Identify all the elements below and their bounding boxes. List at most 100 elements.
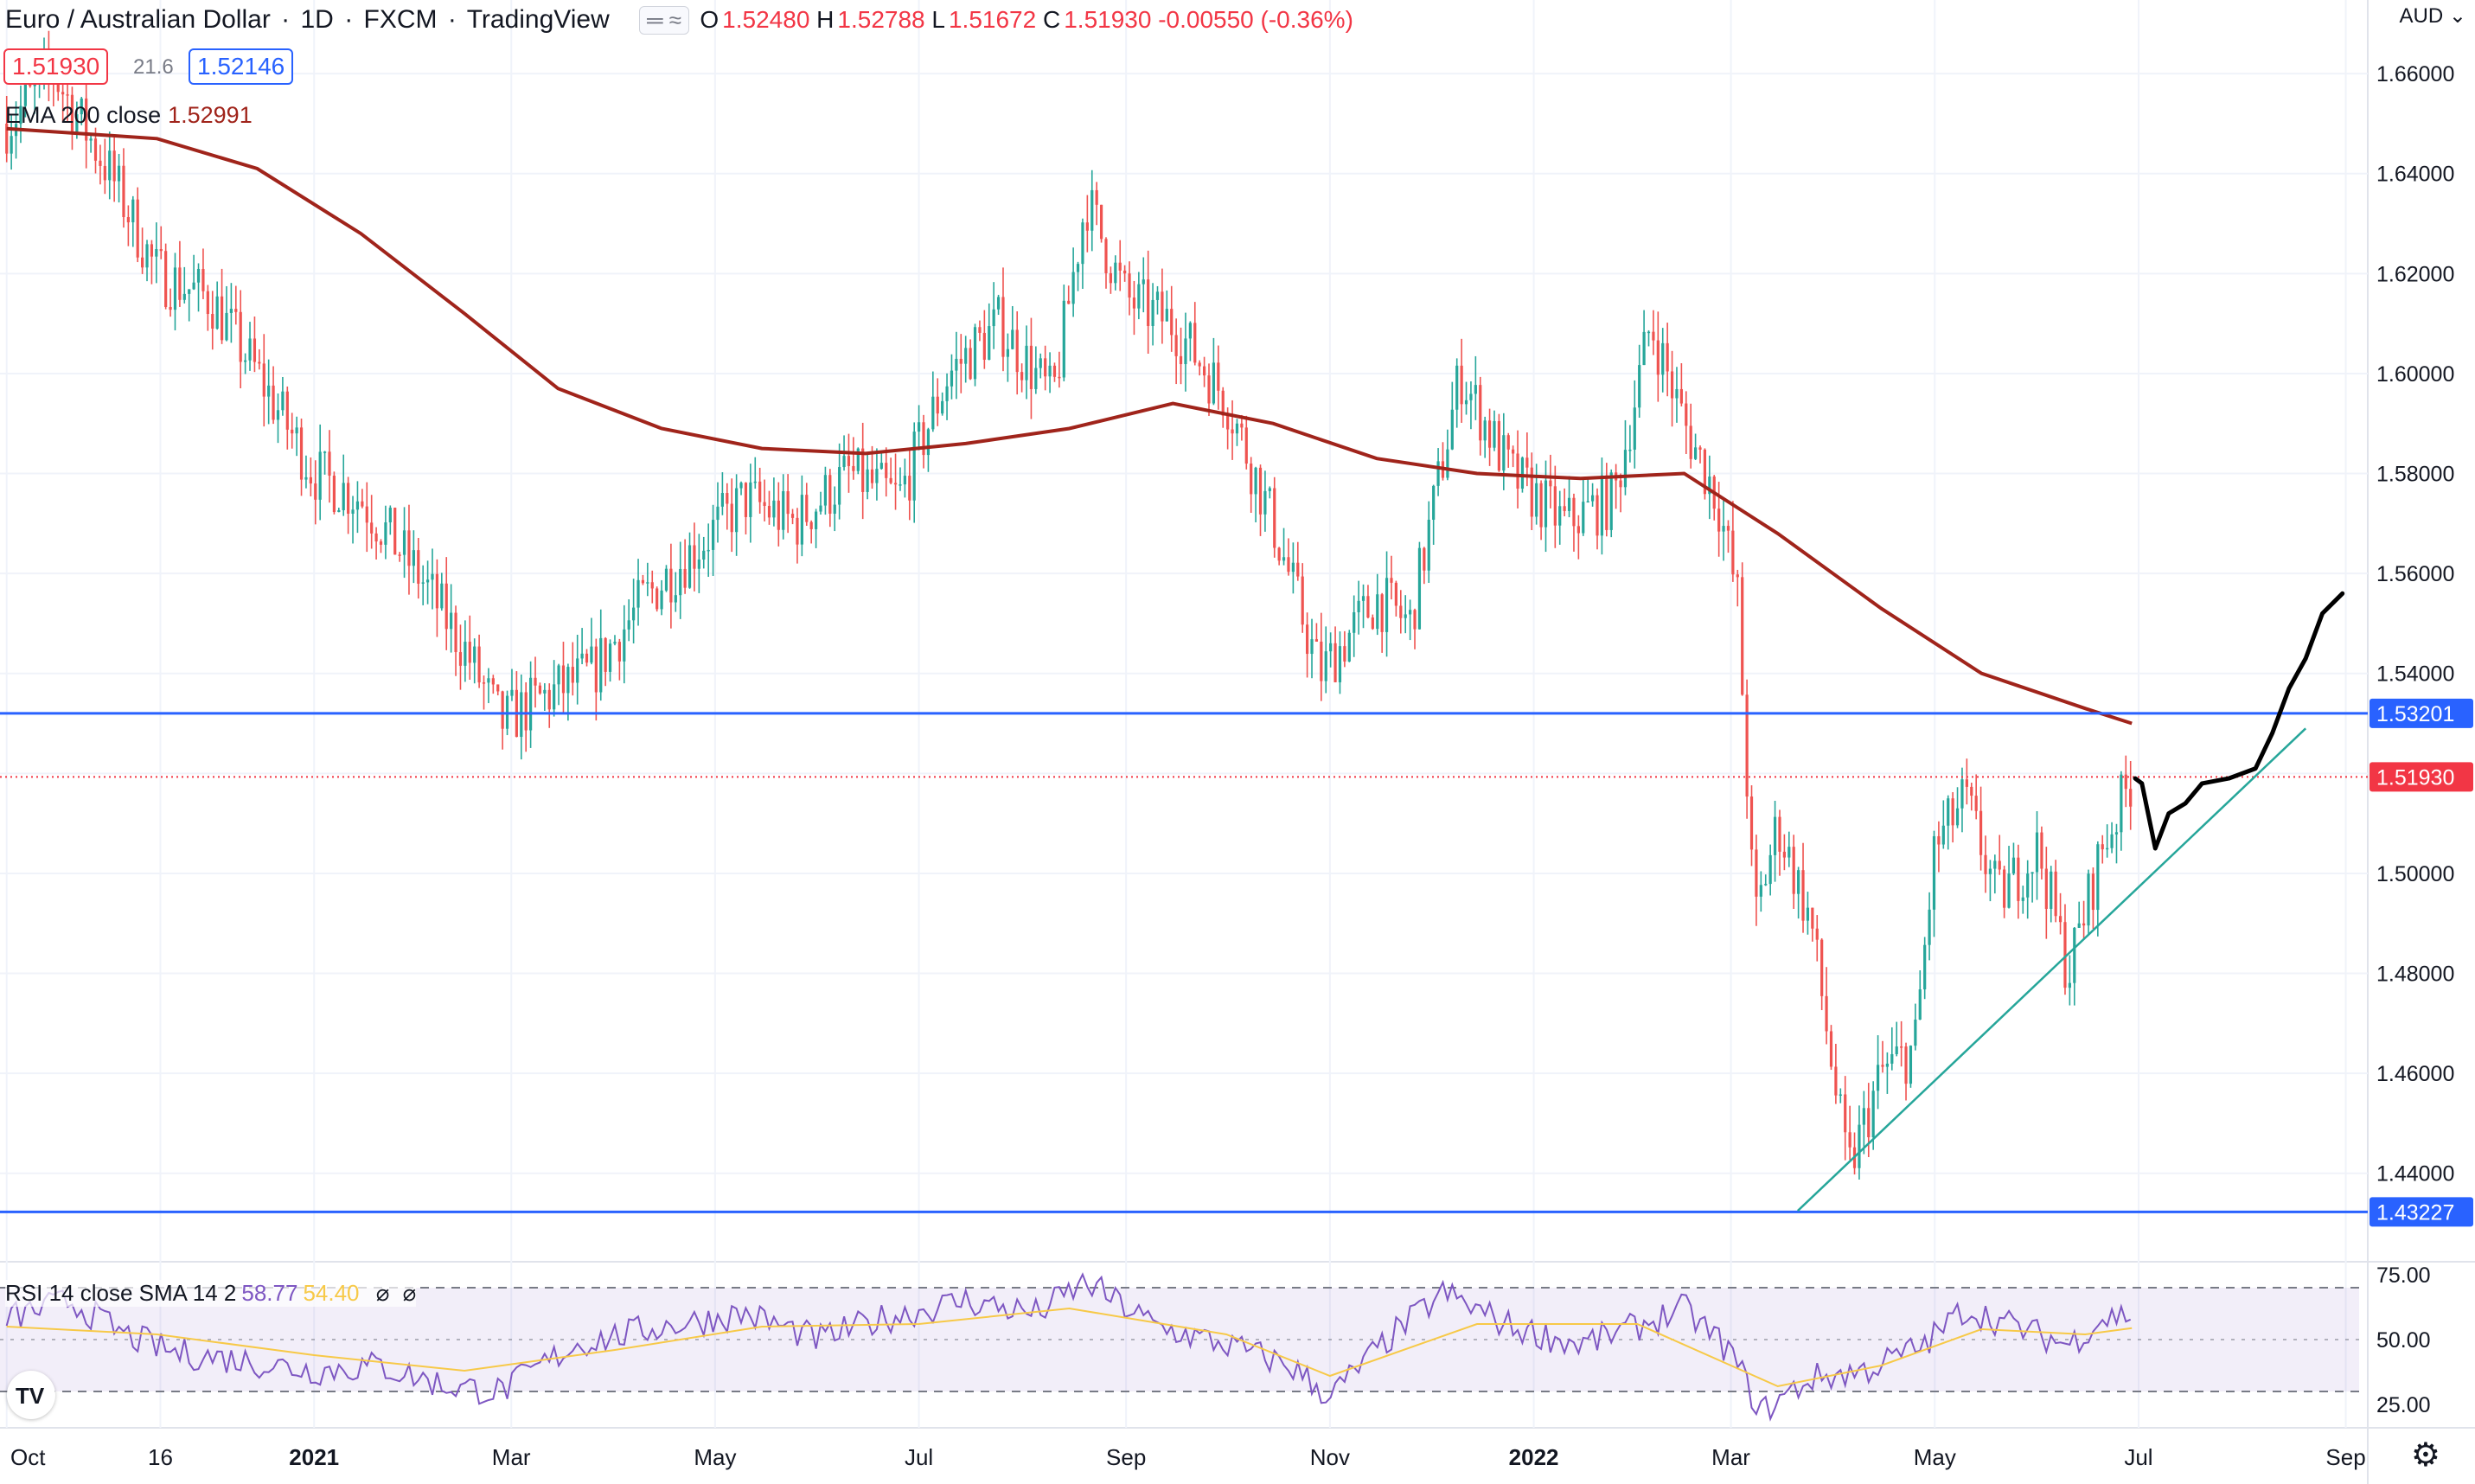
price-tick-label: 1.62000 — [2376, 262, 2454, 286]
candle-body — [1090, 189, 1094, 231]
candle-body — [196, 268, 201, 283]
candle-body — [2096, 844, 2100, 911]
candle-body — [2031, 872, 2034, 874]
currency-selector[interactable]: AUD ⌄ — [2399, 4, 2466, 28]
candle-body — [388, 508, 392, 523]
candle-body — [1811, 907, 1814, 929]
candle-body — [188, 289, 191, 294]
candle-body — [1652, 331, 1655, 341]
candle-body — [215, 296, 219, 329]
rsi-legend[interactable]: RSI 14 close SMA 14 2 58.77 54.40 ⌀ ⌀ — [5, 1280, 417, 1307]
candle-body — [1240, 423, 1244, 428]
ohlc-values: O 1.52480 H 1.52788 L 1.51672 C 1.51930 -0.0… — [700, 6, 1353, 33]
candle-body — [936, 396, 939, 414]
candle-body — [19, 106, 22, 125]
candle-body — [1380, 594, 1384, 632]
candle-body — [2017, 857, 2020, 901]
candle-body — [70, 94, 74, 133]
gear-icon[interactable]: ⚙ — [2410, 1437, 2440, 1474]
candle-body — [1633, 407, 1636, 450]
candle-body — [61, 92, 65, 95]
candle-body — [1011, 329, 1014, 349]
candle-body — [847, 456, 851, 466]
candle-body — [1797, 870, 1800, 894]
candle-body — [571, 667, 574, 683]
overlay-lines — [0, 126, 2368, 1213]
candle-body — [458, 652, 463, 666]
candle-body — [1736, 574, 1739, 578]
candle-body — [1970, 786, 1973, 796]
candle-body — [1726, 526, 1730, 531]
hide-icon[interactable]: ⌀ — [375, 1280, 390, 1306]
candle-body — [2003, 869, 2006, 908]
hide-icon[interactable]: ⌀ — [402, 1280, 417, 1306]
rsi-tick-label: 50.00 — [2376, 1328, 2431, 1353]
buy-price-box[interactable]: 1.52146 — [189, 48, 294, 85]
candle-body — [454, 612, 457, 653]
price-tick-label: 1.50000 — [2376, 862, 2454, 886]
candle-body — [1815, 928, 1819, 940]
candle-body — [1806, 907, 1810, 921]
candle-body — [1366, 596, 1370, 618]
candle-body — [1862, 1108, 1865, 1125]
candle-body — [2050, 871, 2053, 909]
price-tick-label: 1.66000 — [2376, 62, 2454, 86]
ema-legend[interactable]: EMA 200 close 1.52991 — [5, 102, 253, 129]
rsi-sma-line — [6, 1307, 2133, 1388]
candle-body — [2129, 789, 2133, 807]
candle-body — [1703, 449, 1707, 495]
candle-body — [487, 678, 490, 683]
candle-body — [1502, 435, 1506, 471]
time-tick-label: Nov — [1310, 1444, 1350, 1470]
candle-body — [1306, 624, 1309, 655]
candle-body — [1487, 420, 1492, 448]
candle-body — [800, 495, 803, 545]
wave-icon[interactable]: ═ ≈ — [639, 6, 690, 35]
candle-body — [1287, 557, 1290, 572]
candle-body — [656, 588, 659, 610]
candle-body — [1717, 509, 1721, 532]
candle-body — [1137, 284, 1141, 309]
candle-body — [730, 503, 733, 533]
candle-body — [693, 545, 696, 569]
candle-body — [758, 481, 762, 502]
candle-body — [112, 150, 116, 182]
candle-body — [1764, 884, 1768, 886]
sell-price-box[interactable]: 1.51930 — [3, 48, 109, 85]
candle-body — [464, 642, 467, 666]
candle-body — [1904, 1046, 1908, 1084]
candle-body — [908, 476, 911, 501]
rsi-tick-label: 25.00 — [2376, 1393, 2431, 1417]
candle-body — [842, 456, 846, 468]
candle-body — [1928, 909, 1931, 945]
candle-body — [1347, 632, 1351, 662]
candle-body — [126, 217, 130, 223]
candle-body — [786, 491, 790, 515]
candle-body — [365, 506, 368, 523]
candle-body — [66, 94, 69, 96]
candle-body — [931, 396, 935, 430]
candle-body — [1310, 639, 1314, 655]
candle-body — [893, 483, 898, 485]
ema-value: 1.52991 — [168, 102, 253, 128]
candle-body — [852, 465, 855, 471]
candle-body — [1829, 1031, 1833, 1067]
candle-body — [1998, 860, 2001, 870]
candle-body — [1590, 495, 1595, 502]
candle-body — [398, 554, 401, 556]
candle-body — [1955, 808, 1960, 826]
candle-body — [1058, 376, 1061, 379]
candle-body — [1123, 270, 1127, 274]
tradingview-logo-icon[interactable]: TV — [7, 1371, 55, 1419]
candle-body — [1188, 323, 1192, 339]
candle-body — [1095, 189, 1098, 205]
candle-body — [2106, 848, 2109, 850]
candle-body — [796, 517, 799, 545]
candle-body — [1516, 453, 1519, 489]
ema-label: EMA 200 close — [5, 102, 162, 128]
candle-body — [1773, 816, 1777, 855]
candle-body — [1848, 1132, 1851, 1148]
candle-body — [361, 501, 364, 507]
candle-body — [1638, 365, 1641, 408]
